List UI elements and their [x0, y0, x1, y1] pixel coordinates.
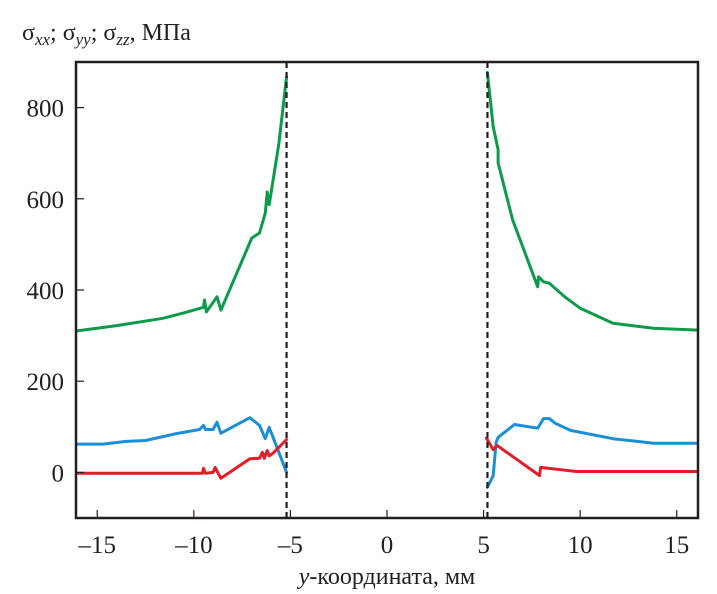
- x-axis-title-rest: -координата, мм: [309, 564, 475, 590]
- series-red-line-right: [485, 436, 698, 478]
- x-tick-labels: –15 –10 –5 0 5 10 15: [77, 532, 689, 559]
- y-axis-title-sub: yy: [74, 30, 92, 49]
- y-axis-title-sub: zz: [115, 30, 130, 49]
- y-axis-title-part: ; σ: [50, 20, 76, 46]
- y-tick-label: 0: [52, 460, 65, 487]
- y-axis-title-sub: xx: [34, 30, 51, 49]
- x-axis-title-var: y: [297, 564, 310, 590]
- y-tick-label: 200: [27, 369, 65, 396]
- series-red-line-left: [76, 438, 289, 480]
- series-layer: [76, 71, 698, 489]
- series-green-line-right: [485, 71, 698, 332]
- y-axis-title-part: , МПа: [130, 20, 192, 46]
- x-axis-title: y-координата, мм: [297, 564, 476, 590]
- plot-frame: [74, 60, 700, 520]
- y-axis-title-part: σ: [22, 20, 35, 46]
- x-tick-label: 0: [381, 532, 394, 559]
- y-axis-title: σxx; σyy; σzz, МПа: [22, 20, 191, 49]
- series-blue-line-right: [485, 417, 698, 489]
- y-tick-label: 800: [27, 96, 65, 123]
- x-tick-label: 5: [477, 532, 490, 559]
- vline-layer: [285, 62, 489, 518]
- y-tick-label: 400: [27, 278, 65, 305]
- x-tick-label: –15: [77, 532, 116, 559]
- y-tick-label: 600: [27, 187, 65, 214]
- x-tick-label: 10: [568, 532, 593, 559]
- series-green-line-left: [76, 75, 289, 333]
- plot-area: [74, 60, 700, 520]
- y-tick-labels: 0 200 400 600 800: [27, 96, 65, 488]
- x-tick-label: –5: [277, 532, 303, 559]
- y-axis-title-part: ; σ: [91, 20, 117, 46]
- series-blue-line-left: [76, 416, 289, 474]
- x-tick-label: 15: [664, 532, 689, 559]
- tick-layer: [76, 106, 678, 518]
- x-tick-label: –10: [174, 532, 213, 559]
